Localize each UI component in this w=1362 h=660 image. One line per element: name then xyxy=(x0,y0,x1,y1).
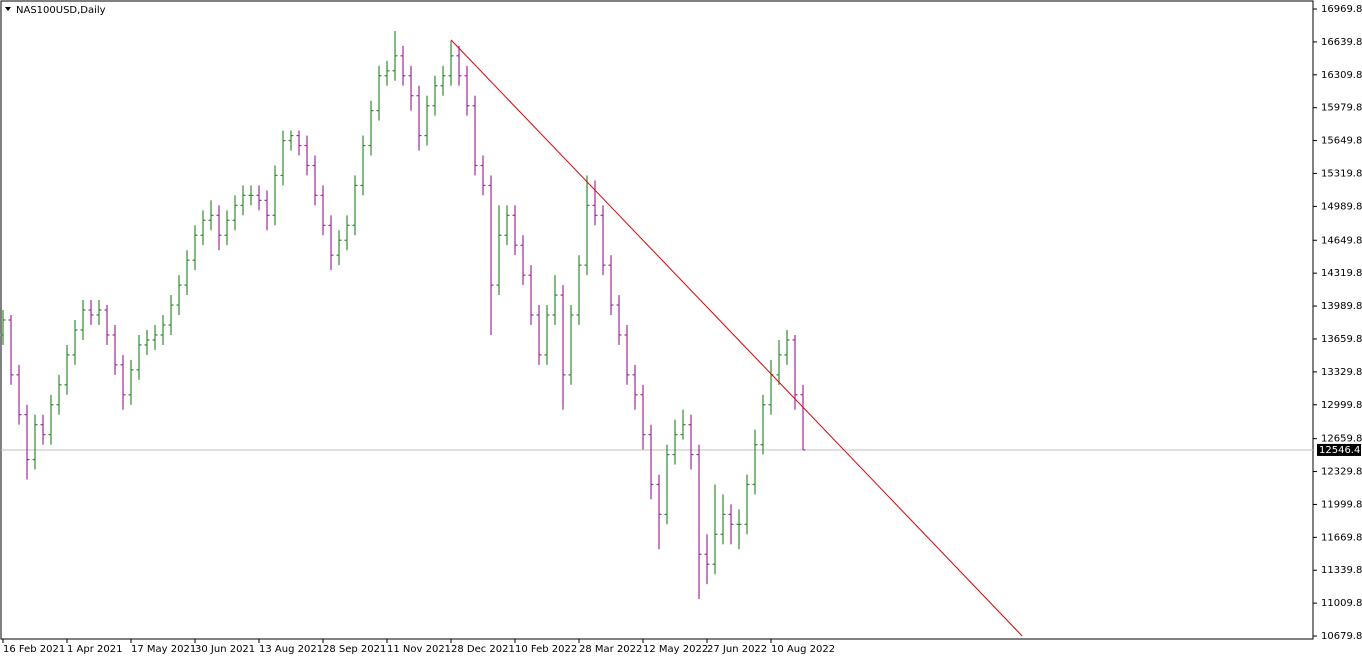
y-tick-label: 13329.8 xyxy=(1321,367,1362,378)
x-tick-label: 30 Jun 2021 xyxy=(195,644,255,655)
y-tick-label: 13989.8 xyxy=(1321,301,1362,312)
y-tick-label: 12659.8 xyxy=(1321,434,1362,445)
plot-frame xyxy=(0,0,1314,640)
y-tick-label: 11669.8 xyxy=(1321,532,1362,543)
x-tick-label: 1 Apr 2021 xyxy=(67,644,122,655)
y-tick-label: 16639.8 xyxy=(1321,37,1362,48)
chart-title: NAS100USD,Daily xyxy=(16,5,106,16)
y-tick-label: 15649.8 xyxy=(1321,136,1362,147)
x-tick-label: 10 Feb 2022 xyxy=(515,644,577,655)
y-tick-label: 12329.8 xyxy=(1321,467,1362,478)
bars xyxy=(0,30,806,600)
x-tick-label: 16 Feb 2021 xyxy=(3,644,65,655)
trendline xyxy=(450,39,1023,637)
last-price-label: 12546.4 xyxy=(1319,445,1360,456)
y-tick-label: 10679.8 xyxy=(1321,631,1362,642)
y-tick-label: 11009.8 xyxy=(1321,598,1362,609)
x-tick-label: 13 Aug 2021 xyxy=(259,644,323,655)
x-tick-label: 28 Dec 2021 xyxy=(451,644,515,655)
x-tick-label: 28 Mar 2022 xyxy=(579,644,642,655)
y-tick-label: 14649.8 xyxy=(1321,235,1362,246)
x-tick-label: 10 Aug 2022 xyxy=(771,644,835,655)
x-tick-label: 27 Jun 2022 xyxy=(707,644,767,655)
y-tick-label: 12999.8 xyxy=(1321,400,1362,411)
x-tick-label: 12 May 2022 xyxy=(643,644,708,655)
x-tick-label: 28 Sep 2021 xyxy=(323,644,386,655)
y-tick-label: 13659.8 xyxy=(1321,334,1362,345)
y-tick-label: 16309.8 xyxy=(1321,70,1362,81)
y-tick-label: 11999.8 xyxy=(1321,499,1362,510)
y-tick-label: 14319.8 xyxy=(1321,268,1362,279)
y-tick-label: 15319.8 xyxy=(1321,168,1362,179)
y-tick-label: 14989.8 xyxy=(1321,201,1362,212)
menu-arrow[interactable] xyxy=(5,7,11,11)
x-tick-label: 11 Nov 2021 xyxy=(387,644,451,655)
last-price-tag xyxy=(1317,443,1361,456)
y-tick-label: 11339.8 xyxy=(1321,565,1362,576)
y-tick-label: 15979.8 xyxy=(1321,103,1362,114)
y-tick-label: 16969.8 xyxy=(1321,4,1362,15)
x-tick-label: 17 May 2021 xyxy=(131,644,196,655)
